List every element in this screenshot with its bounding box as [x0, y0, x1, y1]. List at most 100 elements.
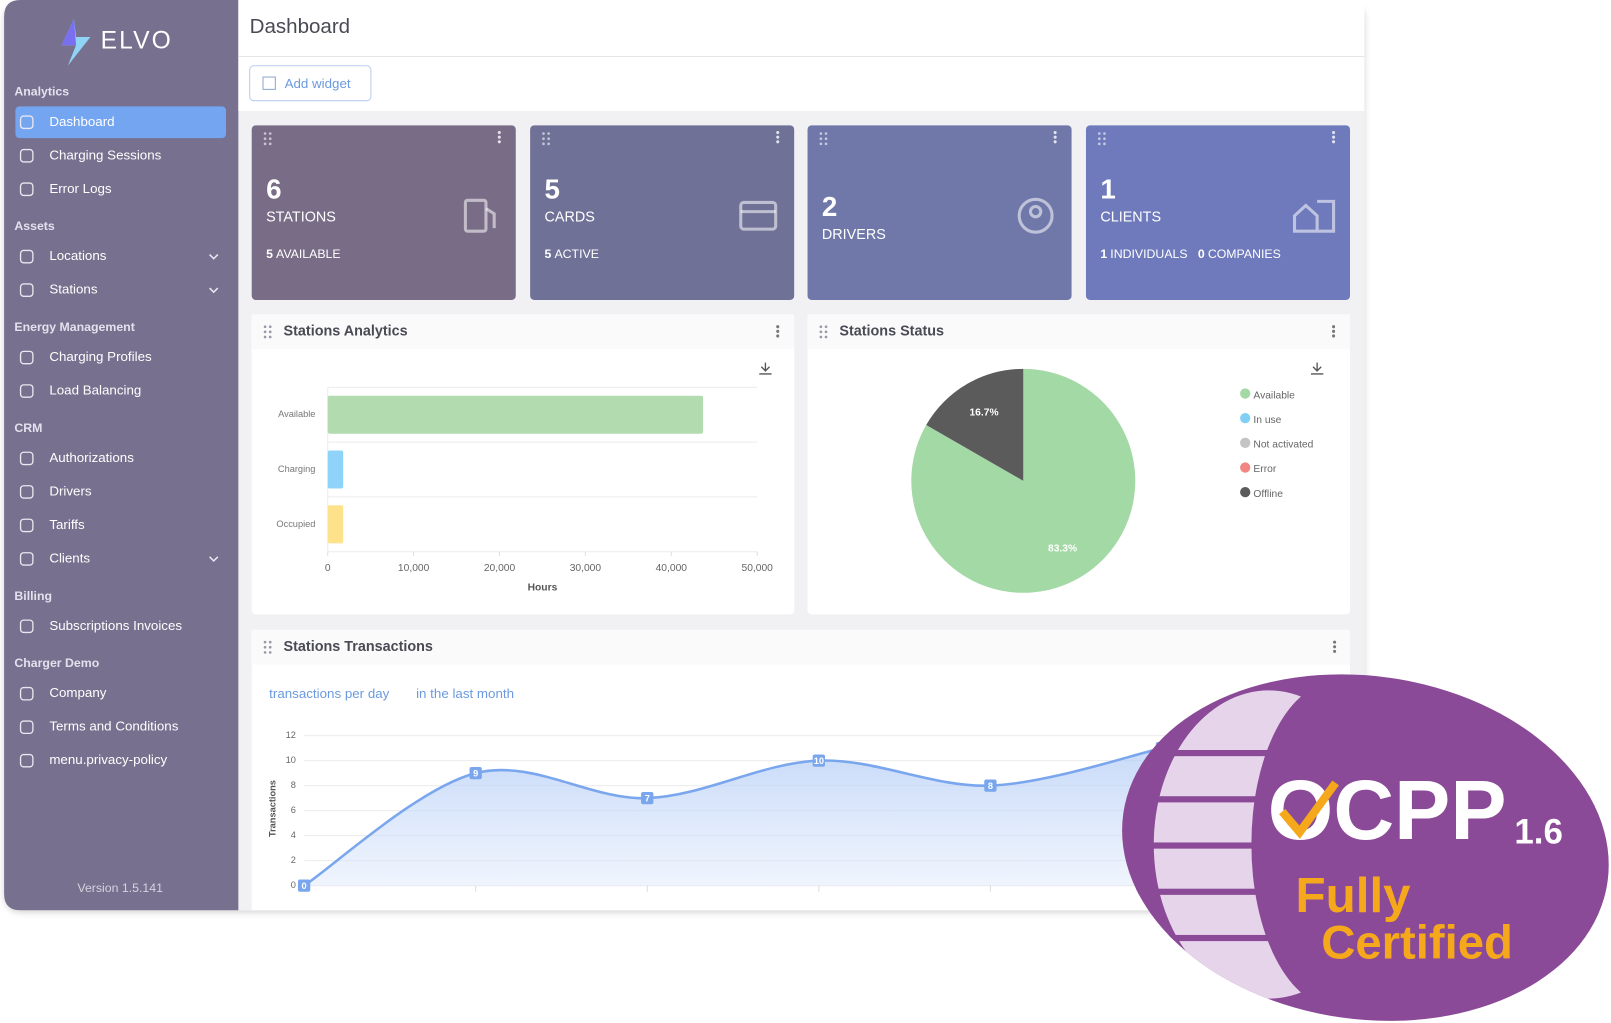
pie-slice [911, 368, 1136, 593]
globe-gap [1130, 750, 1295, 757]
x-tick-label: 10,000 [398, 563, 430, 574]
slice-label: 16.7% [969, 408, 998, 419]
globe-gap [1130, 888, 1295, 895]
slice-label: 83.3% [1048, 543, 1077, 554]
section-title: Charger Demo [14, 656, 99, 670]
y-tick-label: Charging [278, 464, 315, 474]
y-tick-label: 6 [291, 805, 296, 815]
drag-handle [542, 137, 545, 141]
menu-dot [497, 135, 501, 139]
card-icon [739, 200, 778, 231]
nav-item[interactable]: Terms and Conditions [49, 719, 178, 734]
x-tick-label: 20,000 [484, 563, 516, 574]
y-tick-label: 8 [291, 780, 296, 790]
topbar [238, 0, 1365, 111]
nav-icon [19, 249, 34, 264]
tab[interactable]: in the last month [416, 686, 514, 701]
y-axis-label: Transactions [268, 780, 278, 837]
badge-globe [1130, 682, 1420, 1007]
bar [327, 505, 344, 544]
nav-item[interactable]: Charging Profiles [49, 349, 152, 364]
drag-handle [263, 335, 267, 339]
detail-value: 1 [1100, 247, 1107, 261]
tab[interactable]: transactions per day [269, 686, 389, 701]
drag-handle [542, 132, 545, 135]
drag-handle [263, 330, 267, 334]
card-icon [485, 207, 496, 229]
menu-dot [1332, 140, 1336, 144]
drag-handle [1103, 142, 1106, 146]
nav-item[interactable]: Company [49, 685, 106, 700]
stat-card [807, 125, 1072, 301]
nav-item[interactable]: Locations [49, 248, 106, 263]
badge-name: OCPP [1268, 763, 1507, 857]
stat-label: CARDS [545, 210, 595, 226]
drag-handle [1097, 132, 1101, 135]
section-title: Analytics [14, 85, 69, 99]
x-tick-label: 40,000 [656, 563, 688, 574]
drag-handle [819, 335, 823, 339]
drag-handle [819, 330, 823, 334]
stat-label: STATIONS [266, 210, 336, 226]
globe-gap [1130, 842, 1295, 849]
section-title: Assets [14, 219, 55, 233]
card-icon [463, 198, 488, 233]
nav-item[interactable]: Stations [49, 282, 98, 297]
drag-handle [819, 137, 823, 141]
drag-handle [263, 651, 267, 654]
nav-item[interactable]: menu.privacy-policy [49, 752, 167, 767]
nav-item[interactable]: Load Balancing [49, 383, 141, 398]
menu-dot [776, 140, 780, 144]
menu-dot [1053, 140, 1057, 144]
logo-mark [61, 18, 77, 46]
nav-item[interactable]: Drivers [49, 483, 92, 498]
legend-swatch [1240, 388, 1251, 399]
stat-value: 6 [266, 173, 281, 204]
drag-handle [824, 137, 828, 141]
page-title: Dashboard [250, 15, 350, 38]
nav-icon [19, 686, 34, 701]
point-label: 0 [302, 881, 307, 891]
chevron [209, 556, 219, 563]
chevron [209, 287, 219, 294]
globe-cut [1251, 682, 1420, 1007]
stat-card [530, 125, 795, 301]
detail-value: 5 [545, 247, 552, 261]
point-label: 7 [645, 794, 650, 804]
drag-handle [268, 325, 272, 329]
legend-label: Offline [1253, 489, 1283, 500]
point-label-box [297, 879, 311, 892]
drag-handle [824, 142, 828, 146]
point-label: 8 [988, 781, 993, 791]
nav-item[interactable]: Authorizations [49, 450, 134, 465]
point-label-box [641, 791, 654, 805]
add-widget-button[interactable] [249, 65, 372, 102]
stat-card [251, 125, 516, 301]
menu-dot [1332, 325, 1336, 329]
stat-value: 5 [545, 173, 560, 204]
download-icon [1310, 362, 1324, 375]
x-tick-label: 0 [325, 563, 331, 574]
nav-item[interactable]: Dashboard [49, 114, 114, 129]
drag-handle [263, 142, 267, 146]
widget-title: Stations Status [839, 324, 944, 340]
drag-handle [263, 645, 267, 649]
nav-item[interactable]: Clients [49, 550, 90, 565]
x-axis-label: Hours [528, 582, 558, 593]
nav-item[interactable]: Charging Sessions [49, 147, 161, 162]
point-label: 9 [473, 769, 478, 779]
active-item [15, 106, 227, 139]
drag-handle [819, 325, 823, 329]
drag-handle [263, 640, 267, 644]
nav-item[interactable]: Error Logs [49, 181, 112, 196]
drag-handle [1103, 132, 1106, 135]
nav-item[interactable]: Tariffs [49, 517, 85, 532]
drag-handle [268, 330, 272, 334]
download-icon [759, 362, 772, 375]
nav-item[interactable]: Subscriptions Invoices [49, 618, 182, 633]
drag-handle [547, 137, 550, 141]
legend-label: In use [1253, 415, 1281, 426]
